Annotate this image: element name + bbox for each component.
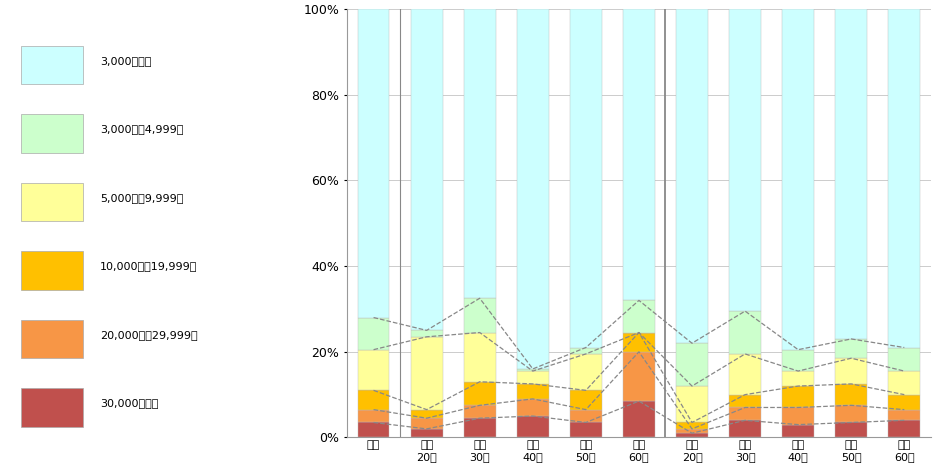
Text: 3,000円～4,999円: 3,000円～4,999円 — [100, 124, 183, 134]
Bar — [729, 420, 761, 438]
Bar — [623, 333, 654, 352]
Bar — [729, 395, 761, 407]
Bar — [729, 407, 761, 420]
Bar — [358, 350, 390, 391]
Bar — [410, 418, 442, 429]
Bar — [464, 405, 496, 418]
Bar — [464, 382, 496, 405]
FancyBboxPatch shape — [22, 388, 83, 427]
Bar — [410, 330, 442, 337]
Bar — [676, 429, 708, 433]
Bar — [676, 423, 708, 429]
Bar — [570, 423, 602, 438]
Bar — [517, 416, 549, 438]
Bar — [570, 391, 602, 410]
Bar — [570, 348, 602, 354]
Bar — [783, 9, 814, 350]
Bar — [517, 369, 549, 371]
FancyBboxPatch shape — [22, 114, 83, 153]
Bar — [464, 333, 496, 382]
Bar — [888, 9, 920, 348]
Bar — [358, 9, 390, 317]
Bar — [676, 343, 708, 386]
Bar — [517, 371, 549, 384]
FancyBboxPatch shape — [22, 320, 83, 358]
Bar — [358, 391, 390, 410]
Bar — [410, 429, 442, 438]
Bar — [676, 433, 708, 438]
Bar — [888, 348, 920, 371]
Bar — [729, 311, 761, 354]
Bar — [623, 301, 654, 333]
Bar — [623, 401, 654, 438]
Bar — [888, 371, 920, 395]
Bar — [729, 9, 761, 311]
Bar — [623, 9, 654, 301]
Text: 30,000円以上: 30,000円以上 — [100, 398, 159, 408]
FancyBboxPatch shape — [22, 46, 83, 84]
Bar — [410, 337, 442, 410]
Bar — [570, 410, 602, 423]
Bar — [835, 384, 867, 405]
Bar — [783, 425, 814, 438]
FancyBboxPatch shape — [22, 183, 83, 221]
Bar — [888, 410, 920, 420]
Bar — [410, 9, 442, 330]
Bar — [729, 354, 761, 395]
Bar — [835, 423, 867, 438]
Bar — [358, 410, 390, 423]
Bar — [358, 423, 390, 438]
Bar — [835, 9, 867, 339]
FancyBboxPatch shape — [22, 251, 83, 290]
Bar — [888, 395, 920, 410]
Bar — [464, 9, 496, 298]
Bar — [410, 410, 442, 418]
Bar — [835, 339, 867, 358]
Text: 20,000円～29,999円: 20,000円～29,999円 — [100, 329, 198, 340]
Bar — [517, 399, 549, 416]
Bar — [783, 407, 814, 425]
Text: 5,000円～9,999円: 5,000円～9,999円 — [100, 192, 183, 203]
Bar — [570, 354, 602, 391]
Bar — [888, 420, 920, 438]
Bar — [570, 9, 602, 348]
Bar — [835, 405, 867, 423]
Bar — [676, 9, 708, 343]
Text: 10,000円～19,999円: 10,000円～19,999円 — [100, 261, 197, 271]
Bar — [358, 317, 390, 350]
Bar — [783, 350, 814, 371]
Bar — [623, 352, 654, 401]
Bar — [464, 418, 496, 438]
Bar — [783, 386, 814, 407]
Bar — [676, 386, 708, 423]
Text: 3,000円未満: 3,000円未満 — [100, 55, 151, 66]
Bar — [517, 384, 549, 399]
Bar — [835, 358, 867, 384]
Bar — [517, 9, 549, 369]
Bar — [783, 371, 814, 386]
Bar — [464, 298, 496, 333]
